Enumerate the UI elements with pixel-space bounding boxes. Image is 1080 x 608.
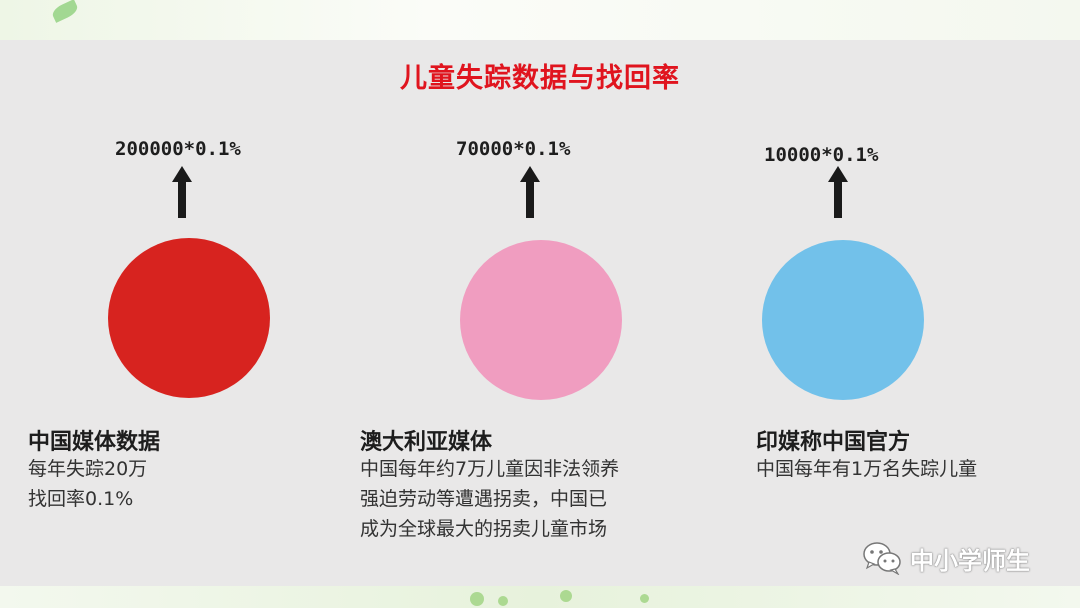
formula-label: 10000*0.1% [764,144,879,166]
source-heading: 印媒称中国官方 [756,430,911,455]
source-heading: 中国媒体数据 [28,430,161,455]
source-description: 中国每年有1万名失踪儿童 [756,458,978,480]
source-description: 每年失踪20万 找回率0.1% [28,458,148,510]
wechat-icon [863,542,901,575]
watermark-text: 中小学师生 [910,546,1030,575]
formula-label: 200000*0.1% [115,138,241,160]
decor-dot [560,590,572,602]
data-circle [108,238,270,398]
data-circle [460,240,622,400]
decor-dot [640,594,649,603]
top-decoration [0,0,1080,40]
slide-title: 儿童失踪数据与找回率 [400,63,680,94]
watermark: 中小学师生 [862,540,1030,576]
up-arrow-icon [172,166,192,218]
source-heading: 澳大利亚媒体 [360,430,493,455]
data-circle [762,240,924,400]
leaf-decoration [50,0,80,23]
decor-dot [470,592,484,606]
source-description: 中国每年约7万儿童因非法领养 强迫劳动等遭遇拐卖，中国已 成为全球最大的拐卖儿童… [360,458,620,540]
decor-dot [498,596,508,606]
up-arrow-icon [520,166,540,218]
up-arrow-icon [828,166,848,218]
bottom-decoration [0,586,1080,608]
formula-label: 70000*0.1% [456,138,571,160]
